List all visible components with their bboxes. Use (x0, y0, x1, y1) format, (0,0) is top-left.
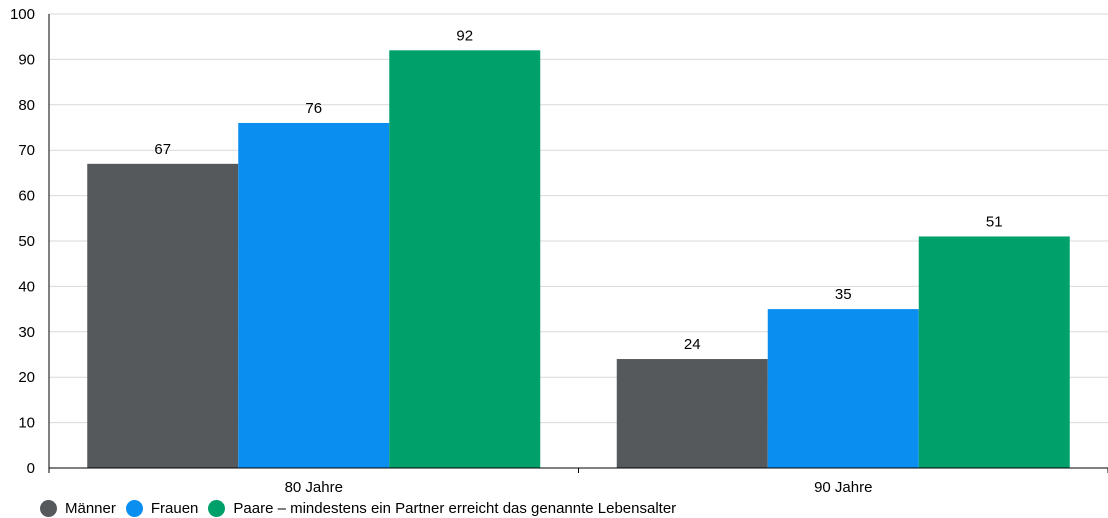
x-category-label: 90 Jahre (814, 479, 872, 496)
data-labels: 67 76 92 24 35 51 (154, 27, 1002, 353)
bar-2-2 (767, 309, 919, 468)
y-tick-label: 50 (18, 233, 35, 250)
data-label: 92 (456, 27, 473, 44)
y-tick-label: 30 (18, 324, 35, 341)
legend-marker (40, 499, 57, 517)
legend-item: Frauen (125, 499, 199, 517)
x-axis-categories: 80 Jahre 90 Jahre (285, 479, 873, 496)
data-label: 35 (835, 286, 852, 303)
legend-label: Männer (65, 499, 116, 517)
legend-item: Paare – mindestens ein Partner erreicht … (208, 499, 677, 517)
bar-1-1 (87, 163, 239, 468)
bar-1-2 (616, 359, 768, 468)
y-tick-label: 60 (18, 188, 35, 205)
legend-marker (208, 499, 226, 517)
y-axis-ticks: 0 10 20 30 40 50 60 70 80 90 100 (10, 6, 35, 477)
y-tick-label: 40 (18, 278, 35, 295)
y-tick-label: 70 (18, 142, 35, 159)
legend-item: Männer (40, 499, 116, 517)
bar-3-1 (389, 50, 541, 468)
legend-marker (125, 499, 143, 517)
y-tick-label: 100 (10, 6, 35, 23)
bars (87, 50, 1070, 469)
data-label: 51 (986, 213, 1003, 230)
data-label: 67 (154, 141, 171, 158)
legend: Männer Frauen Paare – mindestens ein Partn… (40, 498, 686, 518)
y-tick-label: 90 (18, 51, 35, 68)
y-tick-label: 80 (18, 97, 35, 114)
data-label: 76 (305, 100, 322, 117)
x-category-label: 80 Jahre (285, 479, 343, 496)
y-tick-label: 10 (18, 415, 35, 432)
y-tick-label: 20 (18, 369, 35, 386)
bar-3-2 (918, 236, 1070, 468)
bar-2-1 (238, 122, 390, 469)
axes (48, 14, 1108, 473)
data-label: 24 (684, 336, 701, 353)
y-tick-label: 0 (27, 460, 35, 477)
legend-label: Frauen (150, 499, 199, 517)
legend-label: Paare – mindestens ein Partner erreicht … (233, 499, 677, 517)
